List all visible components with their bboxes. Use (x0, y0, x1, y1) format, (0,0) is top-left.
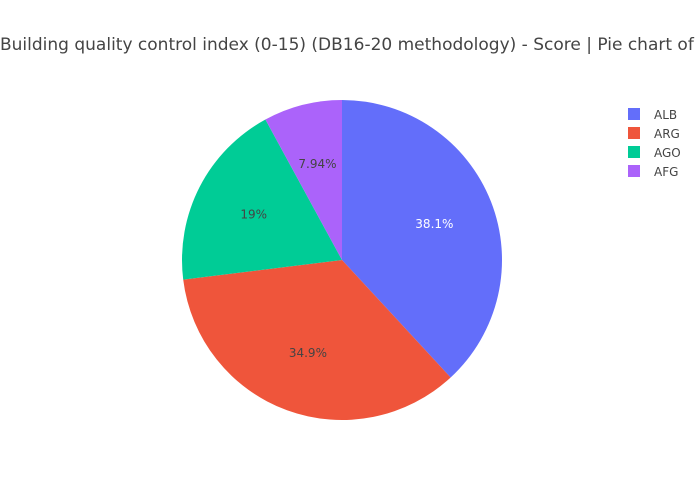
legend-item-afg[interactable]: AFG (628, 165, 678, 179)
legend-item-arg[interactable]: ARG (628, 127, 680, 141)
slice-label-alb: 38.1% (415, 217, 453, 231)
slice-label-ago: 19% (240, 208, 267, 222)
legend-swatch-arg (628, 127, 640, 139)
legend-label-alb: ALB (654, 108, 677, 122)
legend: ALB ARG AGO AFG (628, 108, 681, 179)
legend-label-ago: AGO (654, 146, 681, 160)
legend-item-ago[interactable]: AGO (628, 146, 681, 160)
legend-label-arg: ARG (654, 127, 680, 141)
legend-item-alb[interactable]: ALB (628, 108, 677, 122)
slice-label-afg: 7.94% (298, 157, 336, 171)
pie-slice-alb[interactable] (342, 100, 502, 378)
pie-slice-ago[interactable] (182, 119, 342, 280)
legend-swatch-ago (628, 146, 640, 158)
pie-slice-labels: 38.1% 34.9% 19% 7.94% (240, 157, 453, 360)
pie-slice-afg[interactable] (265, 100, 342, 260)
legend-swatch-alb (628, 108, 640, 120)
pie-slice-arg[interactable] (183, 260, 451, 420)
pie-slices (182, 100, 502, 420)
chart-title: Building quality control index (0-15) (D… (0, 35, 695, 55)
legend-swatch-afg (628, 165, 640, 177)
slice-label-arg: 34.9% (289, 346, 327, 360)
legend-label-afg: AFG (654, 165, 678, 179)
